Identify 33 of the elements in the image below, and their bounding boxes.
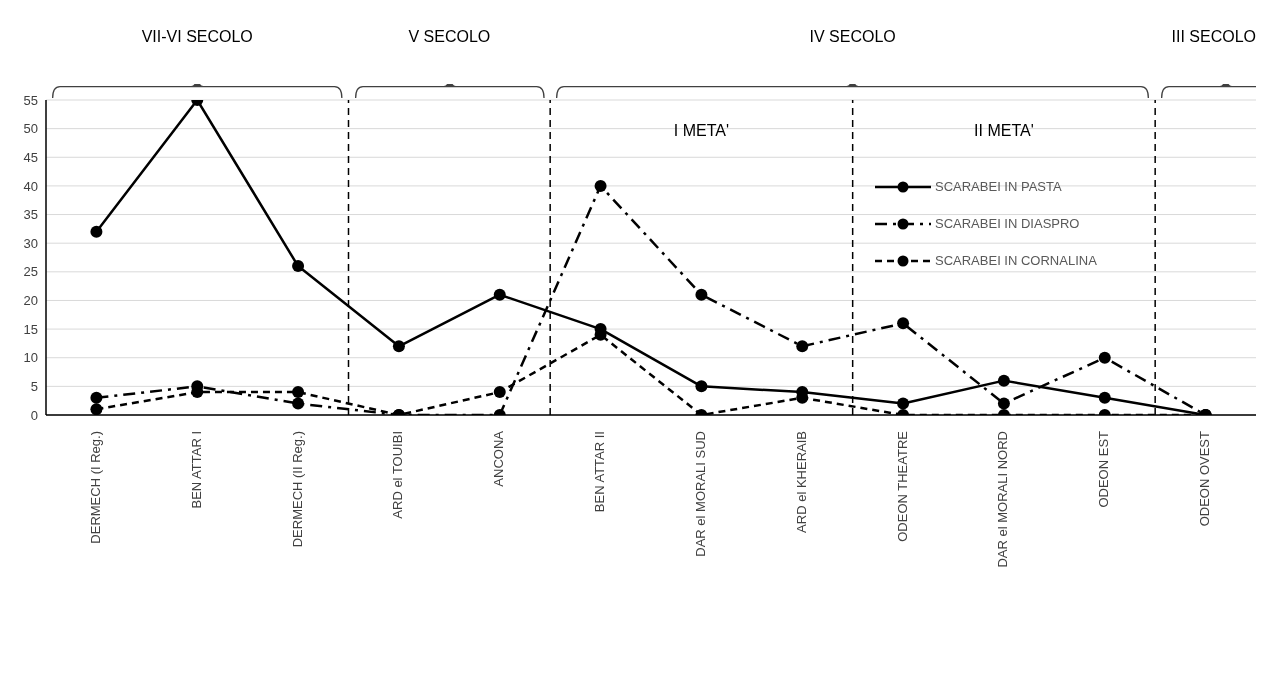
x-tick-label: ARD el KHERAIB	[793, 431, 809, 533]
x-tick-label: DAR el MORALI NORD	[995, 431, 1011, 568]
y-tick-label: 50	[23, 121, 38, 137]
y-tick-label: 0	[30, 407, 38, 423]
y-tick-label: 25	[23, 264, 38, 280]
legend-label: SCARABEI IN DIASPRO	[935, 216, 1080, 231]
x-tick-label: ODEON EST	[1096, 430, 1112, 508]
y-tick-label: 20	[23, 293, 38, 309]
x-tick-label: DAR el MORALI SUD	[692, 431, 708, 557]
y-tick-label: 40	[23, 178, 38, 194]
x-tick-label: ODEON OVEST	[1197, 430, 1213, 527]
legend-label: SCARABEI IN PASTA	[935, 179, 1062, 194]
y-tick-label: 45	[23, 149, 38, 165]
y-tick-label: 5	[30, 378, 38, 394]
text: IV SECOLO	[808, 28, 897, 46]
y-tick-label: 55	[23, 92, 38, 108]
text: III SECOLO	[1170, 28, 1256, 46]
annotation: II META'	[973, 122, 1035, 140]
legend-label: SCARABEI IN CORNALINA	[935, 253, 1097, 268]
x-tick-label: DERMECH (II Reg.)	[289, 431, 305, 548]
x-tick-label: BEN ATTAR I	[188, 431, 204, 509]
x-tick-label: BEN ATTAR II	[592, 431, 608, 513]
text: V SECOLO	[407, 28, 492, 46]
text: VII-VI SECOLO	[140, 28, 254, 46]
y-tick-label: 35	[23, 207, 38, 223]
annotation: I META'	[672, 122, 730, 140]
x-tick-label: DERMECH (I Reg.)	[87, 431, 103, 544]
y-tick-label: 10	[23, 350, 38, 366]
y-tick-label: 15	[23, 321, 38, 337]
y-tick-label: 30	[23, 235, 38, 251]
x-tick-label: ODEON THEATRE	[894, 430, 910, 542]
x-tick-label: ANCONA	[491, 430, 507, 487]
x-tick-label: ARD el TOUIBI	[390, 431, 406, 519]
